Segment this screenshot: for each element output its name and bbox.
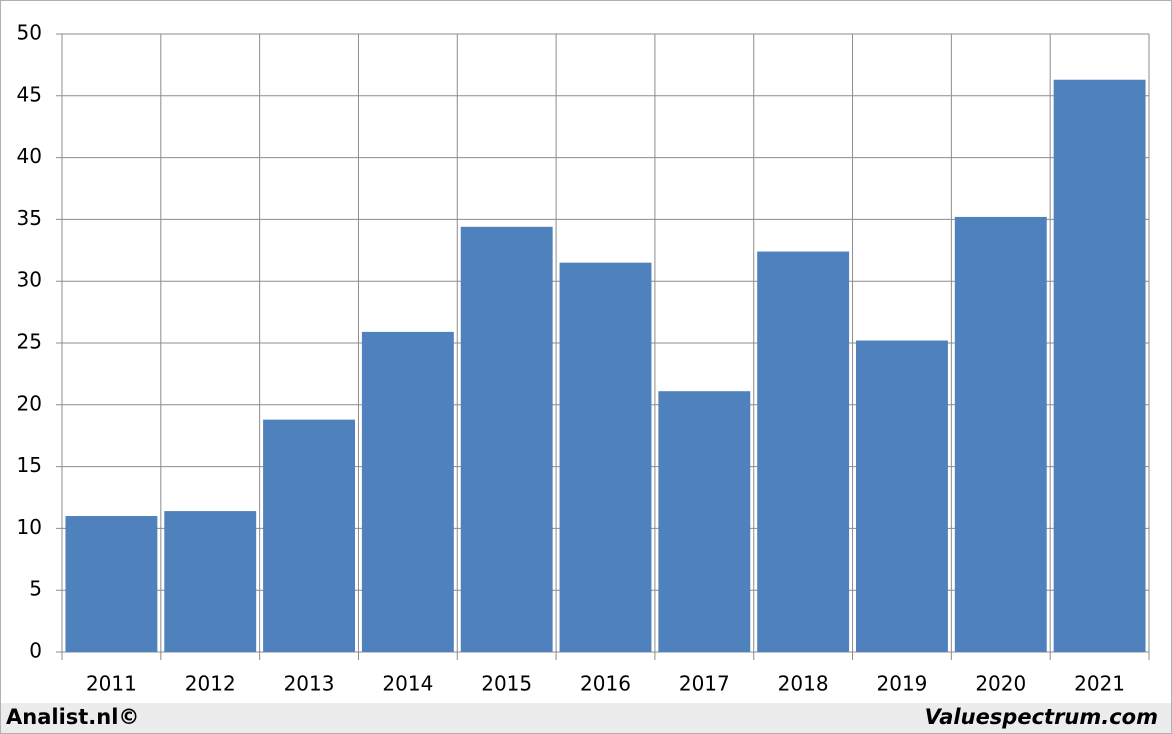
y-tick-label: 45 [17,82,42,106]
y-tick-label: 40 [17,144,42,168]
x-tick-label: 2015 [481,672,532,696]
footer-left: Analist.nl© [6,705,139,729]
x-tick-label: 2012 [185,672,236,696]
bar [954,216,1047,653]
bar [1053,79,1146,653]
x-tick-label: 2016 [580,672,631,696]
bar [263,419,355,652]
bar [856,340,948,652]
x-tick-label: 2011 [86,672,137,696]
bar [460,226,553,653]
bar [757,251,850,652]
bar [65,516,158,652]
y-tick-label: 25 [17,330,42,354]
y-tick-label: 15 [17,453,42,477]
y-tick-label: 50 [17,21,42,45]
footer [1,703,1171,733]
x-tick-label: 2020 [975,672,1026,696]
bar [559,262,652,652]
x-tick-label: 2019 [877,672,928,696]
x-tick-label: 2021 [1074,672,1125,696]
bar [658,391,751,652]
x-tick-label: 2017 [679,672,730,696]
x-tick-label: 2013 [284,672,335,696]
bar [361,331,454,652]
y-tick-label: 10 [17,515,42,539]
y-tick-label: 30 [17,268,42,292]
y-tick-label: 20 [17,391,42,415]
bar [164,511,257,652]
y-tick-label: 35 [17,206,42,230]
x-tick-label: 2018 [778,672,829,696]
x-tick-label: 2014 [382,672,433,696]
y-tick-label: 5 [29,577,42,601]
footer-right: Valuespectrum.com [925,705,1158,729]
y-tick-label: 0 [29,639,42,663]
